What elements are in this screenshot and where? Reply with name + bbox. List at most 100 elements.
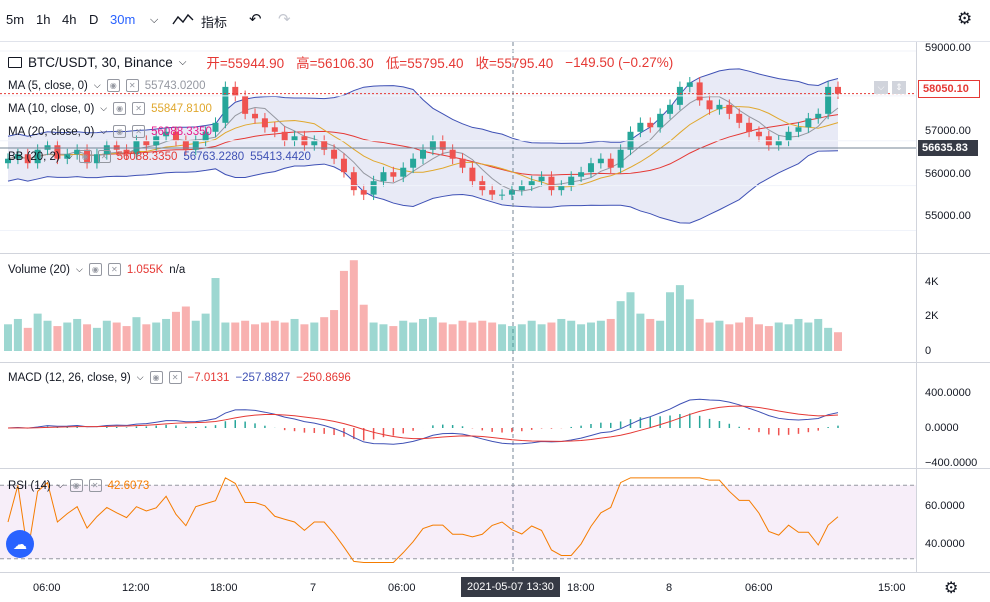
close-icon[interactable]: ✕ — [168, 371, 182, 384]
candle-body — [420, 149, 426, 159]
pane-separator[interactable] — [0, 362, 990, 363]
volume-name[interactable]: Volume (20) — [8, 263, 71, 276]
volume-tick: 0 — [925, 345, 932, 357]
collapse-icon[interactable]: ⌵ — [874, 81, 888, 94]
scale-icon[interactable]: ⇕ — [892, 81, 906, 94]
indicators-icon[interactable] — [172, 12, 194, 31]
settings-gear-icon[interactable]: ⚙ — [944, 580, 959, 597]
interval-d[interactable]: D — [89, 12, 99, 27]
candle-body — [815, 113, 822, 119]
eye-icon[interactable]: ◉ — [149, 371, 163, 384]
chevron-down-icon[interactable]: ⌵ — [93, 80, 101, 90]
candle-body — [667, 104, 674, 114]
volume-bar — [201, 313, 210, 351]
candle-body — [232, 86, 239, 96]
indicators-button[interactable]: 指标 — [201, 15, 228, 30]
volume-bar — [577, 324, 586, 351]
volume-bar — [745, 317, 754, 351]
eye-icon[interactable]: ◉ — [113, 102, 127, 115]
price-axis[interactable]: 59000.00 57000.00 56000.00 55000.00 4K 2… — [916, 42, 990, 572]
candle-body — [439, 140, 446, 150]
candle-body — [54, 145, 61, 159]
eye-icon[interactable]: ◉ — [88, 263, 102, 276]
pane-separator[interactable] — [0, 253, 990, 254]
ma5-name[interactable]: MA (5, close, 0) — [8, 79, 88, 92]
candle-body — [647, 122, 654, 128]
eye-icon[interactable]: ◉ — [69, 479, 83, 492]
candle-body — [291, 136, 298, 141]
undo-icon[interactable]: ↶ — [249, 11, 262, 28]
interval-5m[interactable]: 5m — [6, 12, 25, 27]
bb-legend: BB (20, 2) ⌵ ◉ ✕ 56088.3350 56763.2280 5… — [8, 150, 311, 163]
volume-bar — [53, 326, 62, 351]
candle-body — [14, 154, 21, 159]
volume-bar — [527, 320, 536, 351]
volume-bar — [488, 322, 497, 351]
macd-name[interactable]: MACD (12, 26, close, 9) — [8, 371, 131, 384]
volume-bar — [666, 292, 675, 351]
interval-30m[interactable]: 30m — [110, 12, 136, 27]
eye-icon[interactable]: ◉ — [78, 150, 92, 163]
redo-icon[interactable]: ↷ — [278, 11, 291, 28]
candle-body — [380, 172, 387, 182]
candle-body — [182, 140, 189, 150]
volume-bar — [13, 318, 22, 351]
high-value: 高=56106.30 — [296, 56, 374, 71]
volume-bar — [349, 260, 358, 351]
close-icon[interactable]: ✕ — [97, 150, 111, 163]
macd-tick: 400.0000 — [925, 387, 971, 399]
close-icon[interactable]: ✕ — [132, 102, 146, 115]
macd-signal-line — [7, 405, 839, 442]
close-icon[interactable]: ✕ — [132, 125, 146, 138]
candle-body — [518, 185, 525, 191]
macd-tick: −400.0000 — [925, 457, 978, 469]
candle-body — [538, 176, 545, 182]
eye-icon[interactable]: ◉ — [113, 125, 127, 138]
time-tick: 18:00 — [567, 582, 595, 594]
interval-1h[interactable]: 1h — [36, 12, 51, 27]
volume-bar — [705, 322, 714, 351]
close-icon[interactable]: ✕ — [125, 79, 139, 92]
candle-body — [84, 149, 91, 164]
symbol-title[interactable]: BTC/USDT, 30, Binance — [28, 54, 173, 70]
ma10-name[interactable]: MA (10, close, 0) — [8, 102, 95, 115]
volume-bar — [567, 320, 576, 351]
chevron-down-icon[interactable]: ⌵ — [100, 103, 108, 113]
volume-bar — [725, 324, 734, 351]
interval-4h[interactable]: 4h — [62, 12, 77, 27]
chevron-down-icon[interactable]: ⌵ — [100, 126, 108, 136]
volume-bar — [162, 318, 171, 351]
close-icon[interactable]: ✕ — [88, 479, 102, 492]
chevron-down-icon[interactable]: ⌵ — [150, 14, 159, 26]
close-icon[interactable]: ✕ — [107, 263, 121, 276]
volume-bar — [468, 322, 477, 351]
candle-body — [469, 167, 476, 182]
tradingview-logo-icon[interactable]: ☁ — [6, 530, 34, 558]
collapse-legend-icon[interactable] — [8, 56, 22, 68]
chevron-down-icon[interactable]: ⌵ — [178, 56, 187, 68]
volume-bar — [339, 270, 348, 351]
settings-gear-icon[interactable]: ⚙ — [957, 9, 973, 28]
volume-bar — [241, 320, 250, 351]
candle-body — [360, 190, 367, 195]
candle-body — [746, 122, 753, 132]
volume-bar — [142, 324, 151, 351]
candle-body — [805, 118, 812, 128]
chevron-down-icon[interactable]: ⌵ — [65, 151, 73, 161]
chevron-down-icon[interactable]: ⌵ — [136, 372, 144, 382]
volume-bar — [428, 317, 437, 351]
ma20-name[interactable]: MA (20, close, 0) — [8, 125, 95, 138]
candle-body — [755, 131, 762, 137]
pane-separator[interactable] — [0, 468, 990, 469]
eye-icon[interactable]: ◉ — [106, 79, 120, 92]
candle-body — [74, 149, 81, 155]
chevron-down-icon[interactable]: ⌵ — [56, 480, 64, 490]
bb-name[interactable]: BB (20, 2) — [8, 150, 60, 163]
volume-bar — [419, 318, 427, 351]
volume-bar — [784, 324, 793, 351]
time-axis[interactable]: 06:00 12:00 18:00 7 06:00 18:00 8 06:00 … — [0, 572, 990, 602]
candle-body — [24, 154, 31, 164]
rsi-name[interactable]: RSI (14) — [8, 479, 51, 492]
chevron-down-icon[interactable]: ⌵ — [76, 264, 83, 274]
